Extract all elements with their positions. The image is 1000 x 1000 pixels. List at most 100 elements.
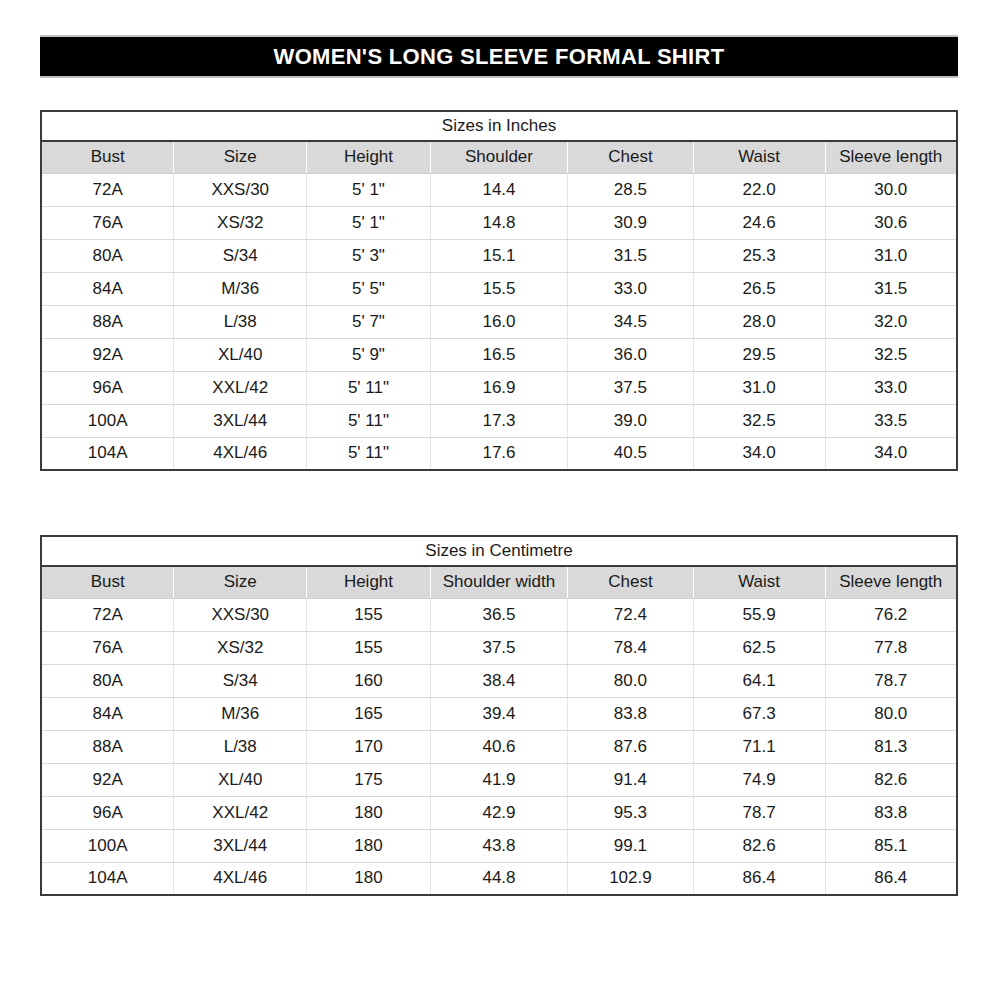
table-cell: 33.0: [568, 272, 693, 305]
column-header-chest: Chest: [568, 566, 693, 598]
table-cell: 22.0: [693, 173, 825, 206]
table-cell: 155: [307, 631, 431, 664]
table-cell: 104A: [41, 437, 174, 470]
column-header-bust: Bust: [41, 141, 174, 173]
table-cell: 33.5: [825, 404, 957, 437]
table-cell: S/34: [174, 239, 307, 272]
table-row: 92AXL/4017541.991.474.982.6: [41, 763, 957, 796]
table-row: 72AXXS/3015536.572.455.976.2: [41, 598, 957, 631]
table-cell: 39.0: [568, 404, 693, 437]
table-cell: 5' 11": [307, 404, 431, 437]
table-cell: 31.5: [825, 272, 957, 305]
table-cell: 4XL/46: [174, 862, 307, 895]
table-cell: 32.0: [825, 305, 957, 338]
table-cell: 31.0: [825, 239, 957, 272]
table-cell: XXL/42: [174, 371, 307, 404]
table-cell: 83.8: [825, 796, 957, 829]
column-header-size: Size: [174, 141, 307, 173]
table-title-row: Sizes in Inches: [41, 111, 957, 141]
table-cell: 15.5: [430, 272, 567, 305]
table-row: 96AXXL/4218042.995.378.783.8: [41, 796, 957, 829]
table-row: 104A4XL/4618044.8102.986.486.4: [41, 862, 957, 895]
column-header-shoulder: Shoulder: [430, 141, 567, 173]
table-cell: 4XL/46: [174, 437, 307, 470]
table-cell: XS/32: [174, 206, 307, 239]
column-header-height: Height: [307, 566, 431, 598]
table-cell: 5' 5": [307, 272, 431, 305]
size-chart-page: WOMEN'S LONG SLEEVE FORMAL SHIRT Sizes i…: [0, 0, 1000, 1000]
table-cell: 64.1: [693, 664, 825, 697]
table-cell: 5' 1": [307, 173, 431, 206]
table-cell: XXL/42: [174, 796, 307, 829]
table-row: 100A3XL/445' 11"17.339.032.533.5: [41, 404, 957, 437]
table-cell: 77.8: [825, 631, 957, 664]
table-cell: 155: [307, 598, 431, 631]
table-cell: 40.5: [568, 437, 693, 470]
table-cell: 37.5: [568, 371, 693, 404]
table-cell: 55.9: [693, 598, 825, 631]
table-cell: 72A: [41, 173, 174, 206]
table-cell: 17.6: [430, 437, 567, 470]
table-title: Sizes in Inches: [41, 111, 957, 141]
table-cell: 3XL/44: [174, 404, 307, 437]
table-cell: 5' 3": [307, 239, 431, 272]
table-row: 92AXL/405' 9"16.536.029.532.5: [41, 338, 957, 371]
table-cell: 5' 7": [307, 305, 431, 338]
table-cell: XXS/30: [174, 173, 307, 206]
table-cell: 44.8: [430, 862, 567, 895]
table-cell: 180: [307, 829, 431, 862]
table-cell: M/36: [174, 272, 307, 305]
table-cell: XS/32: [174, 631, 307, 664]
column-header-height: Height: [307, 141, 431, 173]
table-cell: 80.0: [825, 697, 957, 730]
table-cell: 80A: [41, 239, 174, 272]
table-cell: 14.8: [430, 206, 567, 239]
table-row: 84AM/3616539.483.867.380.0: [41, 697, 957, 730]
table-cell: 160: [307, 664, 431, 697]
table-cell: 95.3: [568, 796, 693, 829]
table-cell: 26.5: [693, 272, 825, 305]
table-cell: 5' 11": [307, 437, 431, 470]
table-title: Sizes in Centimetre: [41, 536, 957, 566]
table-cell: 5' 1": [307, 206, 431, 239]
table-cell: 72.4: [568, 598, 693, 631]
table-cell: 33.0: [825, 371, 957, 404]
table-cell: 31.5: [568, 239, 693, 272]
table-cell: 71.1: [693, 730, 825, 763]
table-cell: 29.5: [693, 338, 825, 371]
table-cell: 80.0: [568, 664, 693, 697]
table-cell: 87.6: [568, 730, 693, 763]
table-cell: 30.6: [825, 206, 957, 239]
table-cell: XXS/30: [174, 598, 307, 631]
table-cell: 100A: [41, 404, 174, 437]
table-cell: 82.6: [693, 829, 825, 862]
table-cell: 96A: [41, 796, 174, 829]
table-cell: 92A: [41, 763, 174, 796]
table-cell: 28.5: [568, 173, 693, 206]
table-cell: 16.5: [430, 338, 567, 371]
table-row: 76AXS/325' 1"14.830.924.630.6: [41, 206, 957, 239]
table-cell: S/34: [174, 664, 307, 697]
sizes-in-centimetre-table: Sizes in CentimetreBustSizeHeightShoulde…: [40, 535, 958, 896]
table-cell: 15.1: [430, 239, 567, 272]
table-cell: 37.5: [430, 631, 567, 664]
table-cell: 99.1: [568, 829, 693, 862]
table-cell: 74.9: [693, 763, 825, 796]
table-cell: 104A: [41, 862, 174, 895]
table-cell: 165: [307, 697, 431, 730]
table-cell: 76A: [41, 631, 174, 664]
column-header-shoulder-width: Shoulder width: [430, 566, 567, 598]
table-cell: 86.4: [693, 862, 825, 895]
table-cell: 43.8: [430, 829, 567, 862]
table-header-row: BustSizeHeightShoulderChestWaistSleeve l…: [41, 141, 957, 173]
sizes-in-inches-table: Sizes in InchesBustSizeHeightShoulderChe…: [40, 110, 958, 471]
table-row: 96AXXL/425' 11"16.937.531.033.0: [41, 371, 957, 404]
table-cell: 30.9: [568, 206, 693, 239]
table-row: 80AS/3416038.480.064.178.7: [41, 664, 957, 697]
table-cell: 82.6: [825, 763, 957, 796]
table-cell: M/36: [174, 697, 307, 730]
table-header-row: BustSizeHeightShoulder widthChestWaistSl…: [41, 566, 957, 598]
table-cell: 72A: [41, 598, 174, 631]
table-cell: 28.0: [693, 305, 825, 338]
table-cell: 175: [307, 763, 431, 796]
